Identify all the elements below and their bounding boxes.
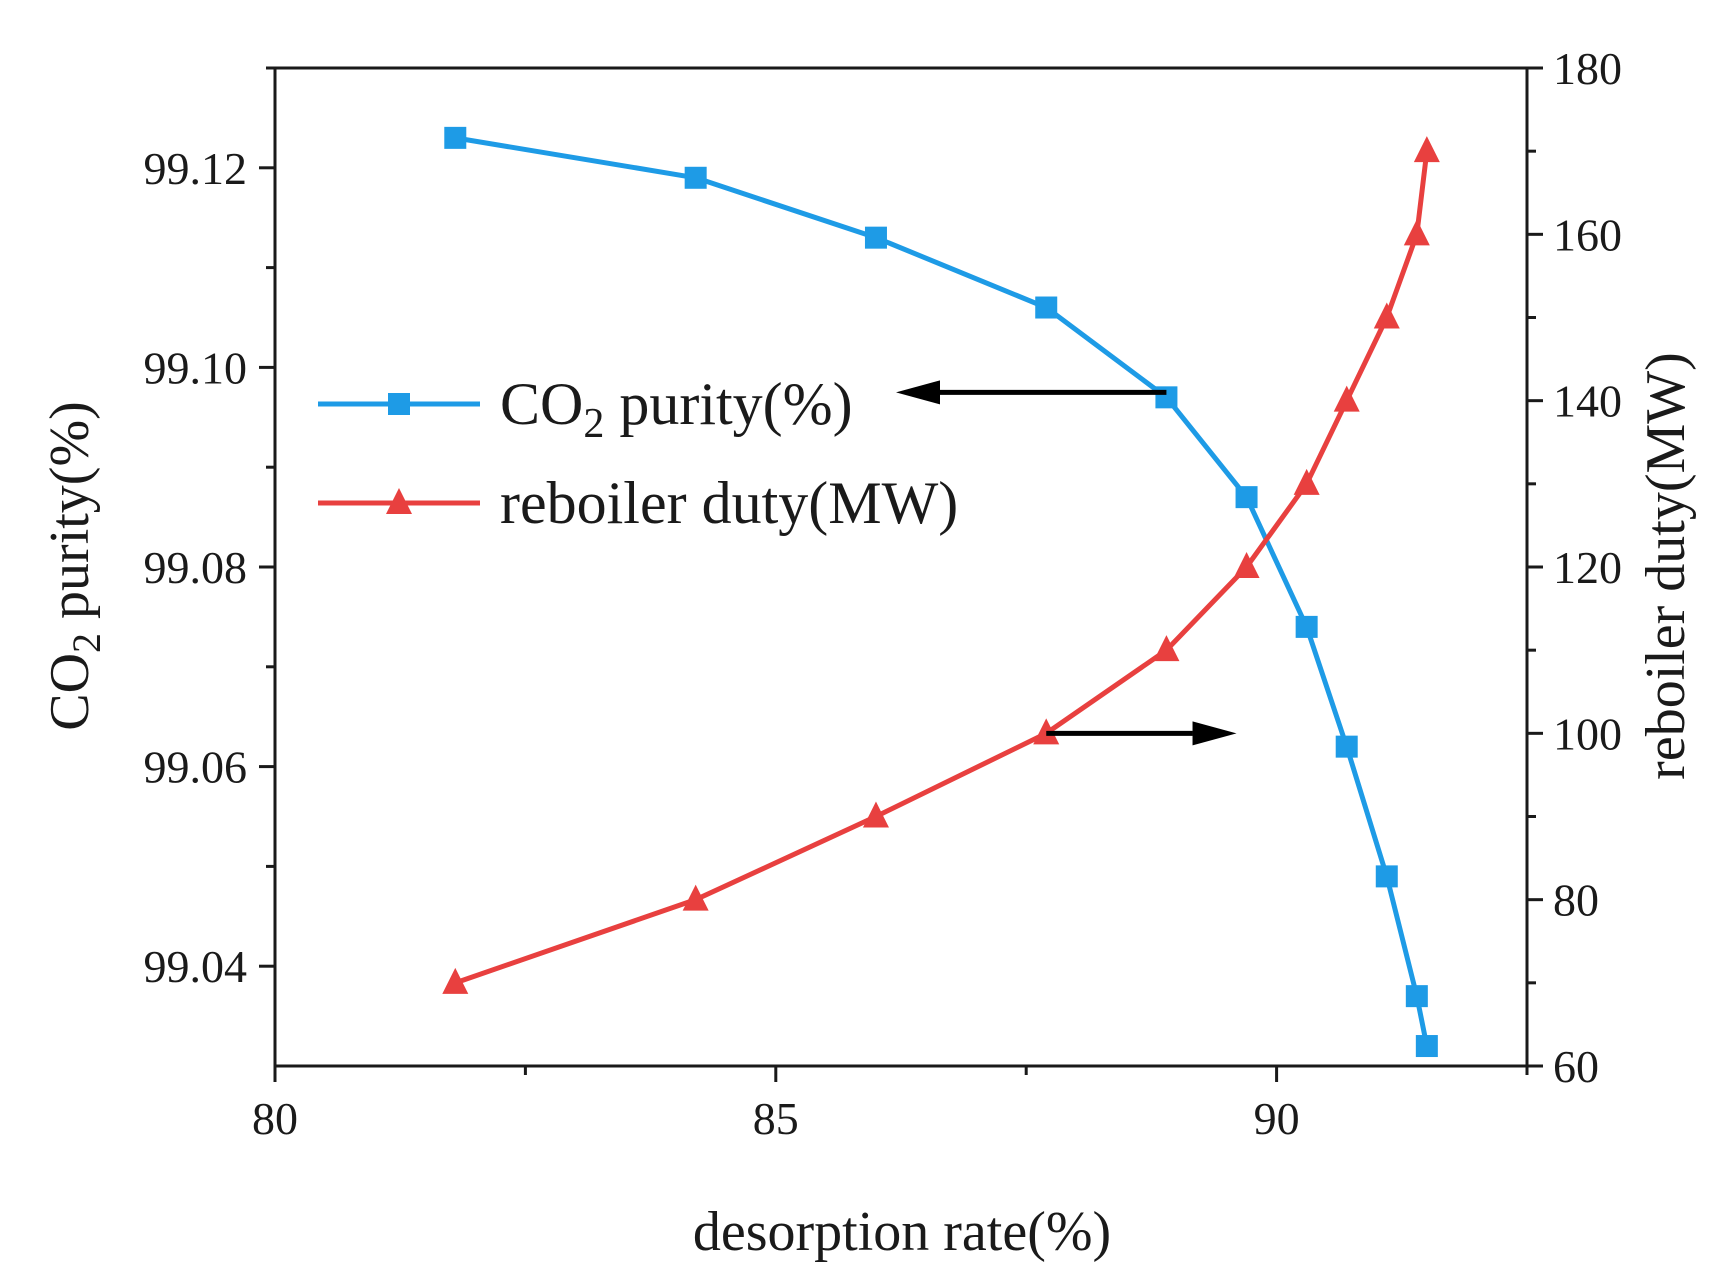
data-point-triangle <box>1153 635 1180 662</box>
y-axis-left-title-rest: purity(%) <box>39 401 101 633</box>
data-point-triangle <box>1293 468 1320 495</box>
y-right-tick-label: 120 <box>1553 542 1622 593</box>
data-point-triangle <box>1413 136 1440 163</box>
series-line <box>454 135 1430 1047</box>
data-point-triangle <box>1233 552 1260 578</box>
axes-layer: 80 85 90 99.04 99.06 99.08 99.10 99.12 60 80 100 12… <box>144 43 1623 1144</box>
data-point-square <box>444 126 467 149</box>
arrow-right <box>1046 721 1237 746</box>
y-right-tick-label: 60 <box>1553 1041 1599 1092</box>
data-point-square <box>1415 1035 1438 1058</box>
arrow-head <box>895 380 940 405</box>
legend-entry-triangle: reboiler duty(MW) <box>318 470 958 536</box>
y-left-tick-label: 99.12 <box>144 143 248 194</box>
arrow-left <box>895 380 1167 405</box>
y-left-tick-label: 99.04 <box>144 941 248 992</box>
data-point-square <box>1375 865 1398 888</box>
legend-entry-square: CO2 purity(%) <box>318 371 853 447</box>
y-right-tick-label: 80 <box>1553 875 1599 926</box>
y-right-tick-label: 100 <box>1553 708 1622 759</box>
series-square <box>444 126 1438 1058</box>
data-point-square <box>1035 296 1058 319</box>
y-left-tick-label: 99.08 <box>144 542 248 593</box>
y-right-tick-label: 160 <box>1553 209 1622 260</box>
legend-label: reboiler duty(MW) <box>500 470 958 536</box>
data-point-square <box>1235 486 1258 509</box>
data-point-square <box>1335 735 1358 758</box>
plot-frame <box>273 66 1529 1068</box>
data-point-triangle <box>442 967 469 994</box>
data-point-triangle <box>1373 302 1400 329</box>
x-tick-label: 90 <box>1254 1093 1300 1144</box>
data-point-square <box>864 226 887 249</box>
data-point-triangle <box>1333 385 1360 412</box>
data-point-triangle <box>1403 219 1430 246</box>
legend-label: CO2 purity(%) <box>500 371 853 447</box>
y-left-tick-label: 99.10 <box>144 342 248 393</box>
y-right-tick-label: 180 <box>1553 43 1622 94</box>
legend: CO2 purity(%) reboiler duty(MW) <box>318 371 958 536</box>
y-left-tick-label: 99.06 <box>144 742 248 793</box>
annotation-layer <box>895 380 1237 746</box>
x-tick-label: 80 <box>252 1093 298 1144</box>
series-layer <box>442 126 1440 1058</box>
legend-marker <box>386 488 412 514</box>
y-right-tick-label: 140 <box>1553 376 1622 427</box>
x-tick-label: 85 <box>753 1093 799 1144</box>
y-axis-left-title: CO2 purity(%) <box>39 401 109 731</box>
data-point-triangle <box>862 801 889 828</box>
data-point-square <box>1295 615 1318 638</box>
data-point-square <box>1155 386 1178 409</box>
data-point-triangle <box>682 884 709 911</box>
arrow-head <box>1192 721 1237 746</box>
data-point-square <box>1405 985 1428 1008</box>
series-triangle <box>442 136 1440 994</box>
y-axis-left-title-subscript: 2 <box>64 633 109 653</box>
y-axis-right-title: reboiler duty(MW) <box>1635 352 1697 780</box>
legend-marker <box>388 393 410 415</box>
data-point-square <box>684 166 707 189</box>
x-axis-title: desorption rate(%) <box>693 1201 1111 1263</box>
